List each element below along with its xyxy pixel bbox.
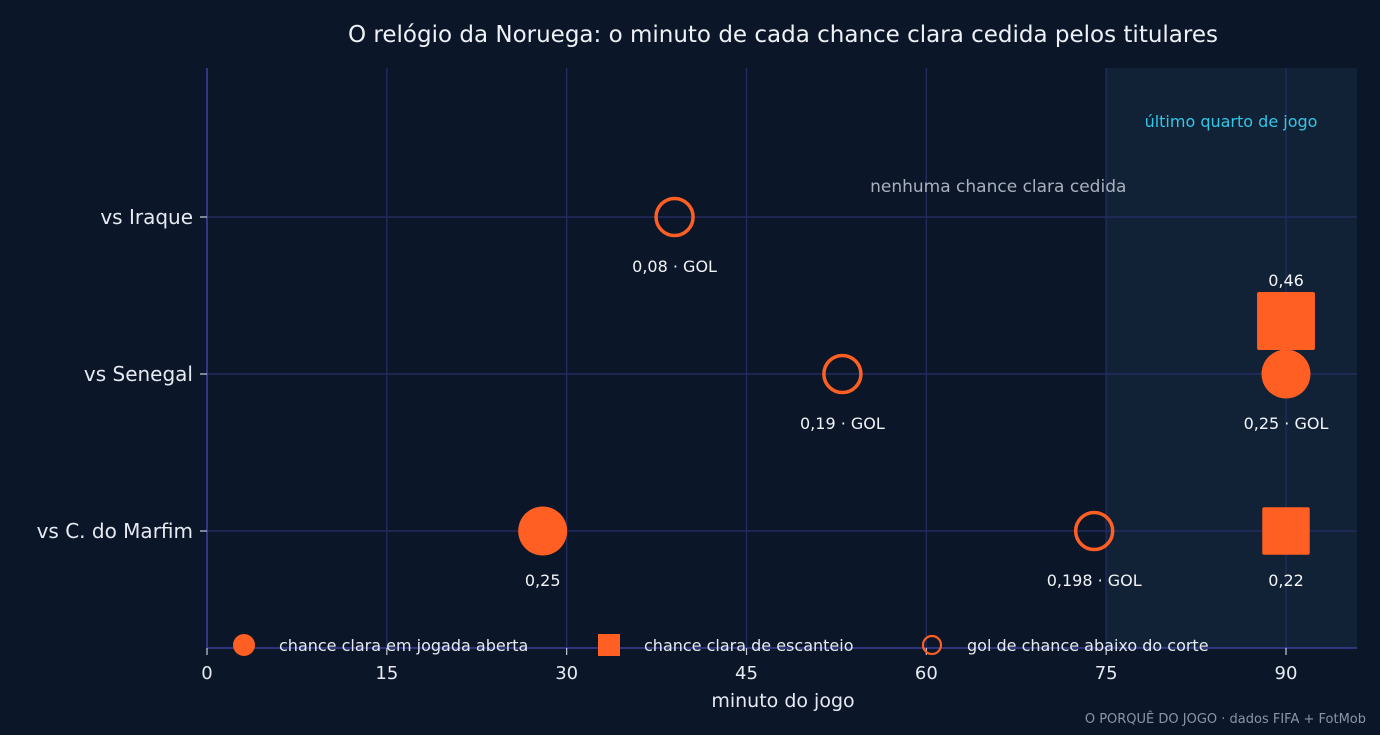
open-play-marker	[1261, 349, 1311, 399]
source-credit: O PORQUÊ DO JOGO · dados FIFA + FotMob	[1085, 711, 1366, 727]
data-label: 0,08 · GOL	[632, 257, 717, 276]
highlight-zone	[1106, 68, 1357, 648]
x-tick-label: 45	[735, 663, 758, 684]
y-tick-label: vs Senegal	[84, 362, 193, 386]
legend-label: chance clara em jogada aberta	[279, 636, 528, 655]
axes	[206, 68, 1357, 649]
data-points	[518, 196, 1315, 556]
legend-item: gol de chance abaixo do corte	[921, 634, 1209, 656]
data-label: 0,22	[1268, 571, 1304, 590]
corner-marker	[1262, 507, 1310, 555]
data-label: 0,19 · GOL	[800, 414, 885, 433]
legend-label: gol de chance abaixo do corte	[967, 636, 1209, 655]
zone-annotation: último quarto de jogo	[1145, 112, 1318, 131]
goal-marker	[822, 353, 863, 395]
x-tick-label: 0	[201, 663, 212, 684]
legend-item: chance clara de escanteio	[598, 634, 853, 656]
legend-item: chance clara em jogada aberta	[233, 634, 528, 656]
legend-swatch-corner	[598, 634, 620, 656]
goal-marker	[654, 196, 695, 238]
x-tick-label: 30	[555, 663, 578, 684]
corner-marker	[1257, 292, 1315, 350]
data-label: 0,198 · GOL	[1047, 571, 1142, 590]
legend: chance clara em jogada aberta chance clar…	[233, 634, 1209, 656]
y-tick-labels: vs Iraque vs Senegal vs C. do Marfim	[37, 205, 207, 543]
x-tick-label: 60	[915, 663, 938, 684]
legend-swatch-goal	[921, 634, 943, 656]
open-play-marker	[518, 506, 568, 556]
chart-title: O relógio da Noruega: o minuto de cada c…	[348, 22, 1218, 48]
goal-marker	[1073, 510, 1115, 552]
data-label: 0,25 · GOL	[1244, 414, 1329, 433]
no-chance-annotation: nenhuma chance clara cedida	[870, 177, 1126, 197]
x-axis-label: minuto do jogo	[711, 690, 854, 712]
data-label: 0,46	[1268, 271, 1304, 290]
y-tick-label: vs C. do Marfim	[37, 519, 193, 543]
x-tick-labels: 0 15 30 45 60 75 90	[201, 648, 1297, 684]
legend-label: chance clara de escanteio	[644, 636, 853, 655]
legend-swatch-open-play	[233, 634, 255, 656]
data-labels: 0,08 · GOL 0,19 · GOL 0,25 · GOL 0,46 0,25 0,…	[525, 257, 1329, 590]
x-tick-label: 90	[1275, 663, 1298, 684]
x-tick-label: 15	[375, 663, 398, 684]
x-tick-label: 75	[1095, 663, 1118, 684]
data-label: 0,25	[525, 571, 561, 590]
y-tick-label: vs Iraque	[100, 205, 193, 229]
